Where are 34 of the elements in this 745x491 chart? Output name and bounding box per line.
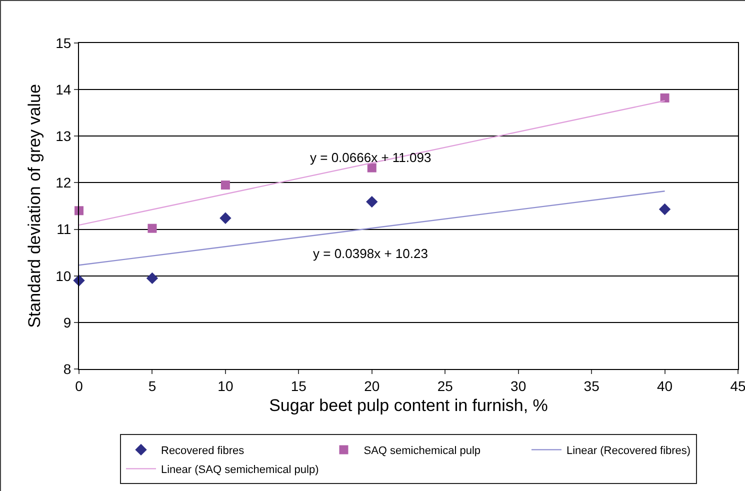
y-tick-label: 9 bbox=[63, 314, 72, 330]
point bbox=[148, 224, 157, 233]
y-tick-label: 11 bbox=[56, 221, 72, 238]
x-tick-label: 20 bbox=[364, 378, 380, 394]
legend-label: SAQ semichemical pulp bbox=[364, 444, 481, 457]
y-tick-label: 8 bbox=[63, 360, 72, 377]
x-tick-label: 10 bbox=[218, 378, 234, 394]
x-tick-label: 45 bbox=[730, 378, 745, 394]
legend-label: Linear (SAQ semichemical pulp) bbox=[161, 464, 319, 476]
x-tick-label: 15 bbox=[290, 378, 307, 394]
x-axis-title: Sugar beet pulp content in furnish, % bbox=[269, 396, 548, 416]
x-tick-label: 5 bbox=[148, 378, 156, 394]
point bbox=[220, 180, 230, 190]
y-tick-label: 10 bbox=[56, 268, 72, 284]
legend-label: Linear (Recovered fibres) bbox=[566, 444, 691, 457]
x-tick-label: 30 bbox=[510, 378, 526, 394]
point bbox=[658, 203, 671, 216]
y-tick-label: 14 bbox=[56, 81, 72, 98]
point bbox=[146, 272, 158, 284]
point bbox=[366, 196, 378, 208]
annotation: y = 0.0398x + 10.23 bbox=[313, 246, 428, 261]
x-tick-label: 35 bbox=[584, 378, 600, 394]
y-tick-label: 15 bbox=[56, 34, 72, 51]
point bbox=[660, 93, 670, 102]
x-tick-label: 40 bbox=[656, 378, 673, 394]
x-tick-label: 0 bbox=[75, 378, 84, 394]
legend-label: Recovered fibres bbox=[161, 444, 245, 457]
point bbox=[367, 163, 376, 172]
y-axis-title: Standard deviation of grey value bbox=[25, 84, 44, 328]
y-tick-label: 13 bbox=[56, 128, 72, 144]
annotation: y = 0.0666x + 11.093 bbox=[310, 150, 432, 165]
point bbox=[220, 212, 232, 224]
x-tick-label: 25 bbox=[437, 378, 454, 394]
y-tick-label: 12 bbox=[56, 174, 72, 191]
